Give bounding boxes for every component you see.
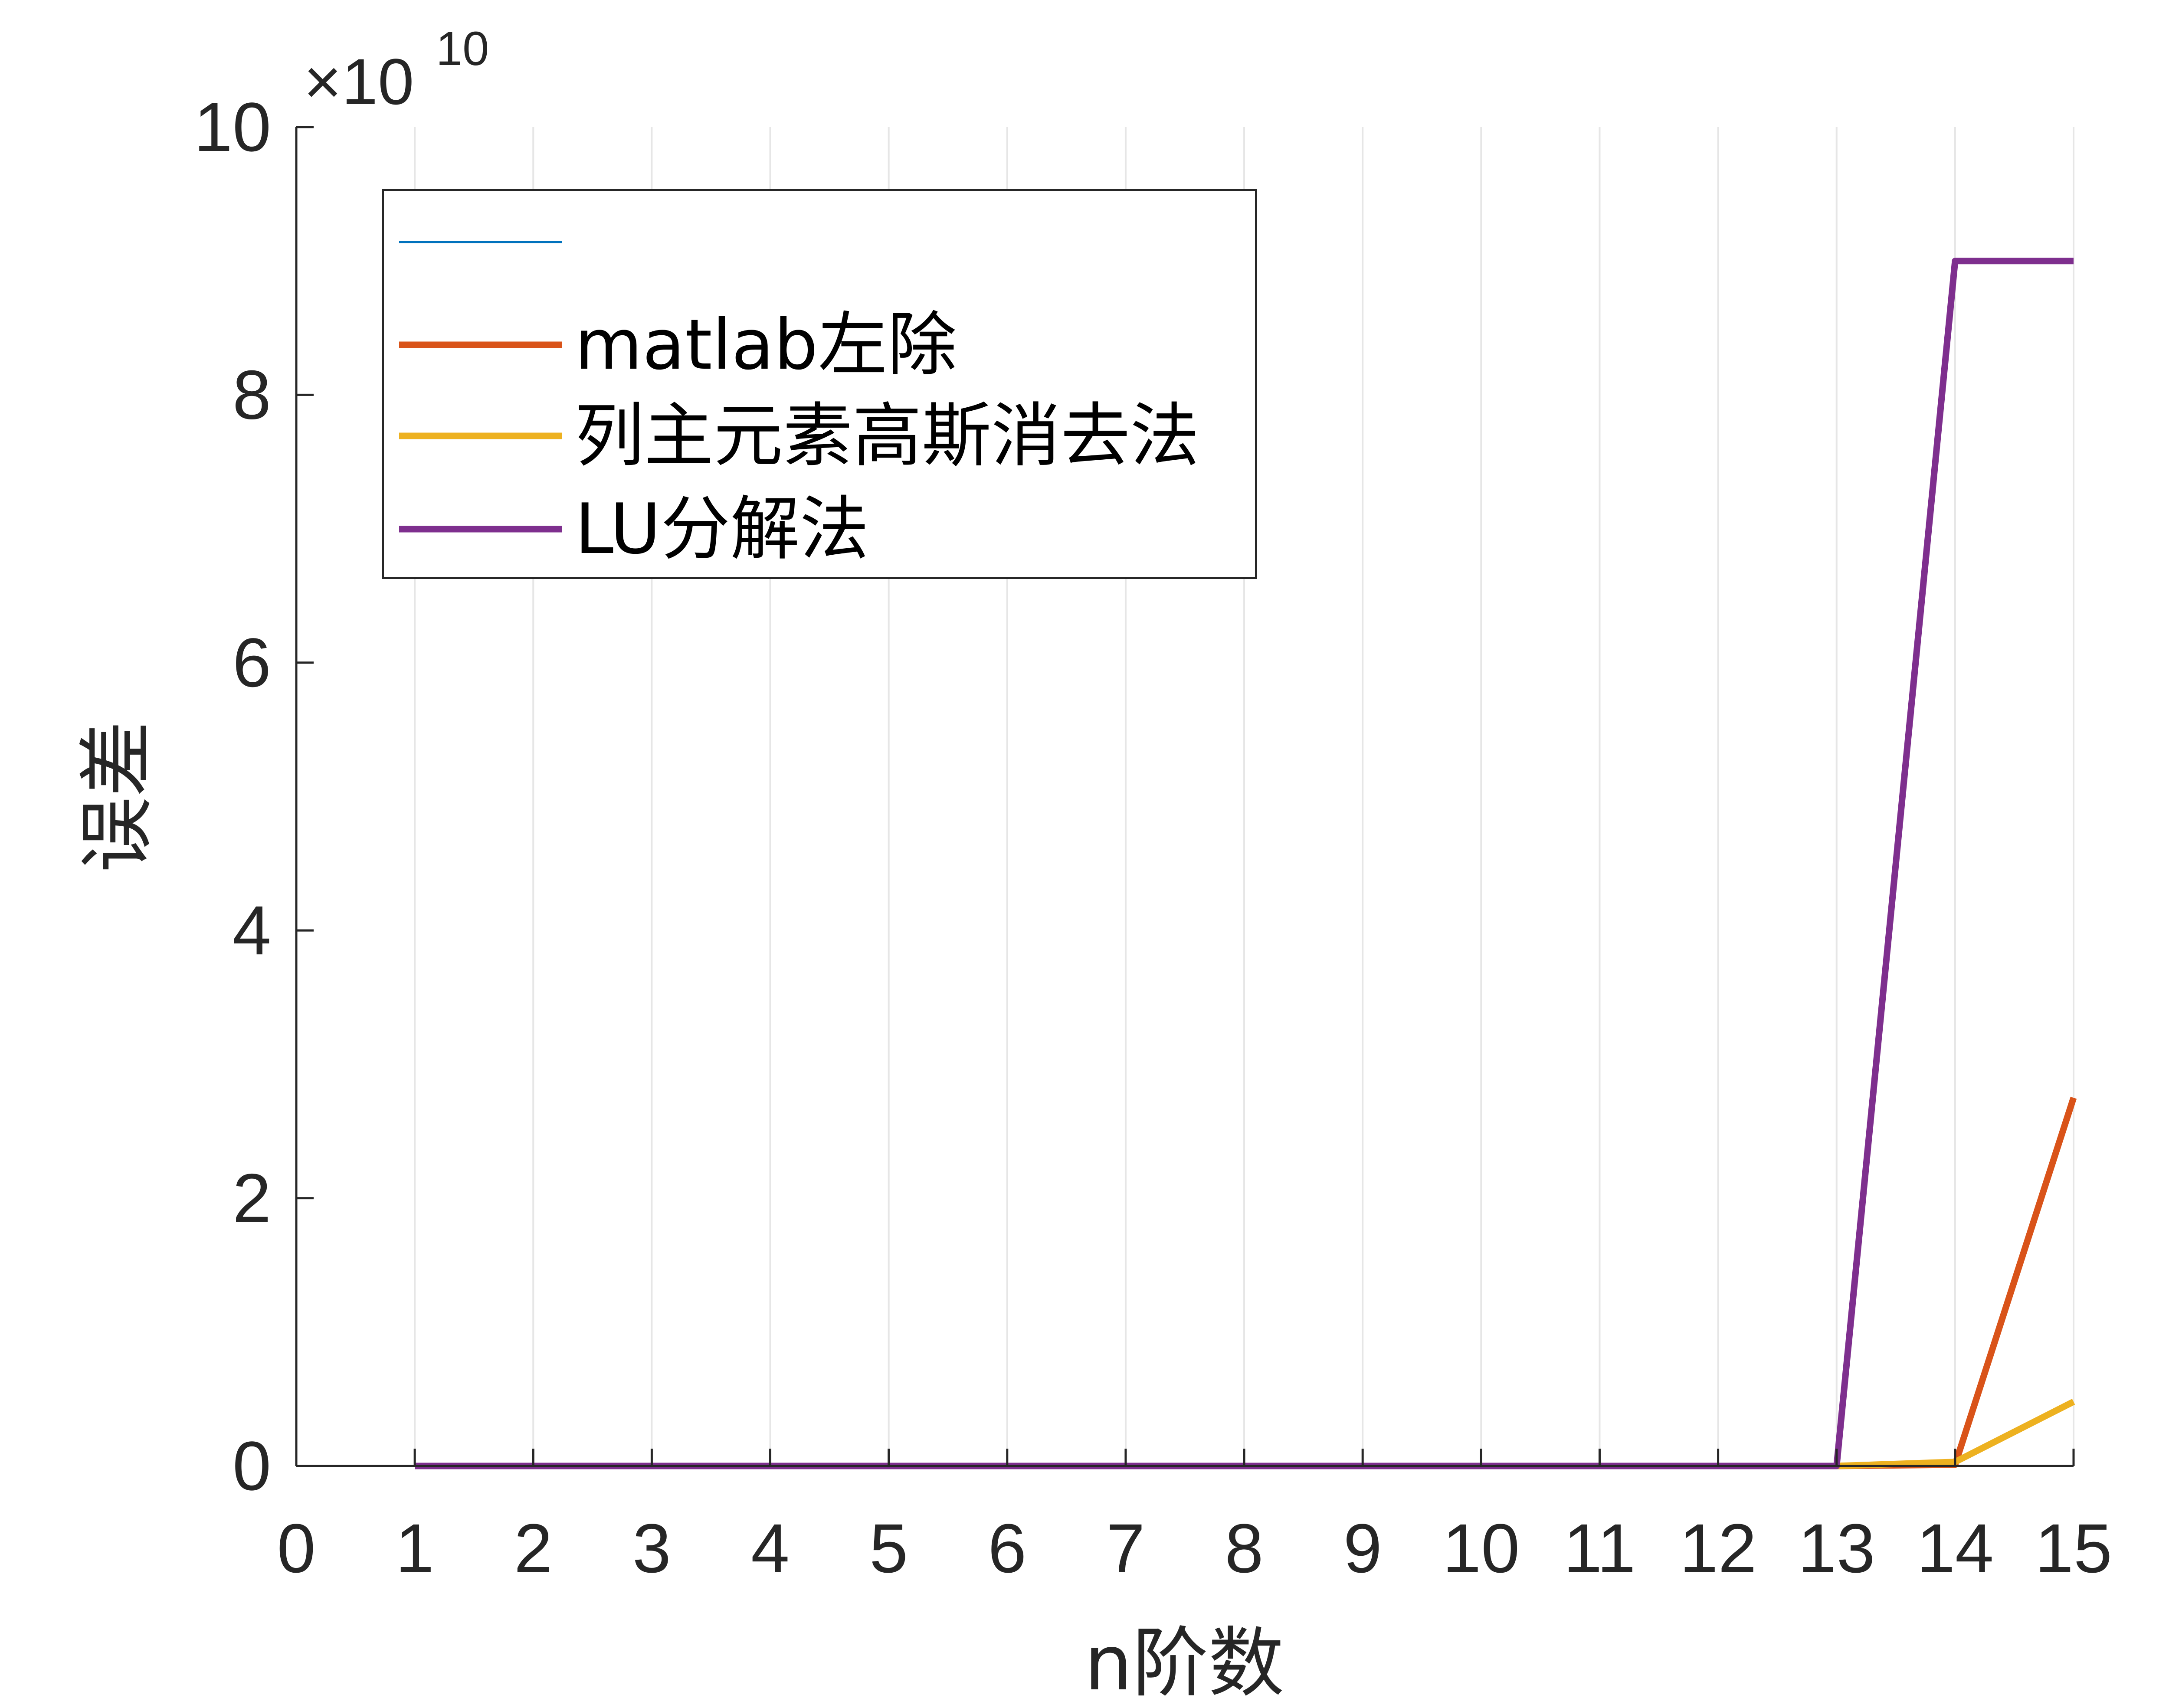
x-tick-label: 15 [2035, 1509, 2112, 1587]
x-tick-label: 11 [1563, 1509, 1635, 1587]
y-tick-label: 4 [233, 891, 271, 969]
x-tick-label: 1 [396, 1509, 434, 1587]
x-tick-label: 7 [1106, 1509, 1145, 1587]
x-tick-label: 12 [1680, 1509, 1757, 1587]
x-tick-label: 6 [988, 1509, 1026, 1587]
x-tick-label: 0 [277, 1509, 316, 1587]
y-tick-label: 10 [194, 88, 271, 166]
x-tick-label: 10 [1442, 1509, 1520, 1587]
y-tick-label: 6 [233, 624, 271, 701]
y-tick-label: 8 [233, 356, 271, 433]
legend-label: 列主元素高斯消去法 [575, 395, 1199, 476]
y-exponent-power: 10 [436, 22, 489, 75]
y-exponent-base: ×10 [304, 45, 414, 118]
x-tick-label: 14 [1917, 1509, 1994, 1587]
legend-box [382, 189, 1257, 579]
axes [295, 126, 2075, 1467]
x-tick-label: 5 [869, 1509, 908, 1587]
x-axis-label: n阶数 [1084, 1620, 1284, 1708]
x-tick-label: 4 [751, 1509, 790, 1587]
x-tick-label: 3 [632, 1509, 671, 1587]
legend-label: matlab左除 [575, 304, 957, 385]
legend-label: LU分解法 [575, 488, 869, 569]
y-tick-label: 2 [233, 1159, 271, 1237]
y-tick-label: 0 [233, 1427, 271, 1505]
y-axis-label: 误差 [73, 721, 161, 873]
x-tick-label: 8 [1225, 1509, 1264, 1587]
x-tick-label: 2 [514, 1509, 553, 1587]
x-tick-label: 13 [1798, 1509, 1875, 1587]
x-tick-label: 9 [1343, 1509, 1382, 1587]
